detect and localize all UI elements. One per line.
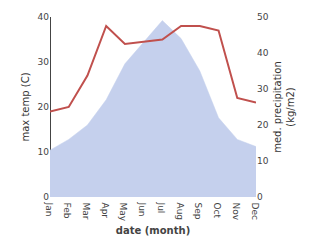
svg-text:10: 10 bbox=[38, 147, 50, 157]
svg-text:max temp (C): max temp (C) bbox=[20, 72, 31, 141]
svg-text:30: 30 bbox=[38, 57, 50, 67]
svg-text:Nov: Nov bbox=[231, 203, 241, 221]
svg-text:20: 20 bbox=[38, 102, 50, 112]
svg-text:0: 0 bbox=[43, 192, 49, 202]
svg-text:Apr: Apr bbox=[100, 203, 110, 219]
svg-text:40: 40 bbox=[38, 12, 50, 22]
svg-text:30: 30 bbox=[257, 84, 269, 94]
svg-text:Jun: Jun bbox=[137, 202, 147, 217]
svg-text:Feb: Feb bbox=[62, 203, 72, 219]
svg-text:May: May bbox=[118, 203, 128, 222]
svg-text:Sep: Sep bbox=[193, 203, 203, 220]
svg-text:Dec: Dec bbox=[250, 203, 260, 220]
svg-text:Oct: Oct bbox=[212, 203, 222, 219]
svg-text:Mar: Mar bbox=[81, 203, 91, 220]
svg-text:date (month): date (month) bbox=[116, 225, 190, 236]
svg-text:10: 10 bbox=[257, 156, 269, 166]
svg-text:40: 40 bbox=[257, 48, 269, 58]
svg-text:20: 20 bbox=[257, 120, 269, 130]
svg-text:0: 0 bbox=[257, 192, 263, 202]
svg-text:50: 50 bbox=[257, 12, 269, 22]
svg-text:med. precipitation(kg/m2): med. precipitation(kg/m2) bbox=[272, 61, 296, 153]
svg-text:Aug: Aug bbox=[175, 203, 185, 221]
svg-text:Jul: Jul bbox=[156, 202, 166, 214]
svg-text:Jan: Jan bbox=[44, 202, 54, 217]
